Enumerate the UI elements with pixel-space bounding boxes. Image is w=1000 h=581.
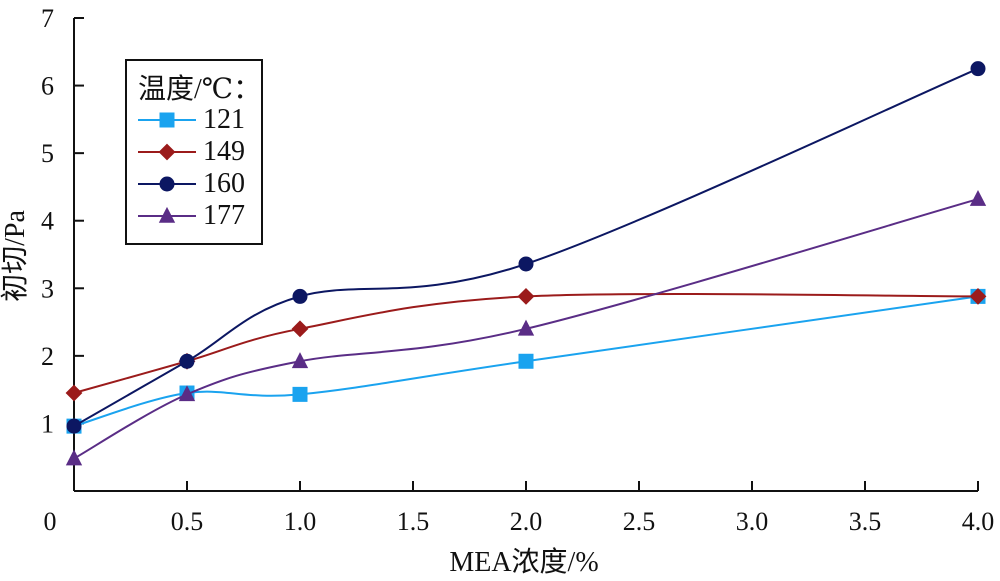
legend-177-label: 177 <box>203 200 245 231</box>
series-149-line <box>73 292 979 394</box>
legend-121-label: 121 <box>203 104 245 135</box>
x-tick-label: 2.5 <box>623 507 656 536</box>
series-177-point <box>969 189 987 206</box>
y-tick-label: 5 <box>41 139 54 168</box>
legend-160-marker <box>159 176 175 192</box>
series-160-point <box>518 256 534 272</box>
axes-layer: 1 2 3 4 5 6 7 0 0.5 1.0 1.5 2.0 2.5 3.0 3.5 4.0 <box>41 4 994 536</box>
series-177-point <box>291 352 309 369</box>
series-149-point <box>65 384 83 402</box>
x-tick-label: 3.0 <box>736 507 769 536</box>
x-tick-label: 0.5 <box>171 507 204 536</box>
x-tick-label: 3.5 <box>849 507 882 536</box>
y-tick-label: 2 <box>41 342 54 371</box>
legend-title: 温度/℃： <box>138 73 261 105</box>
series-121-point <box>292 386 308 402</box>
y-tick-label: 3 <box>41 274 54 303</box>
x-tick-label: 1.0 <box>284 507 317 536</box>
series-160-point <box>66 418 82 434</box>
y-tick-label: 4 <box>41 207 54 236</box>
x-tick-label: 0 <box>44 507 57 536</box>
series-160-line <box>73 67 979 427</box>
legend-149-label: 149 <box>203 136 245 167</box>
series-149-point <box>291 320 309 338</box>
legend-177-marker <box>158 206 176 223</box>
series-160-point <box>179 353 195 369</box>
series-layer <box>65 61 987 466</box>
x-tick-label: 1.5 <box>397 507 430 536</box>
x-tick-label: 4.0 <box>962 507 995 536</box>
series-177-line <box>73 198 979 460</box>
x-tick-label: 2.0 <box>510 507 543 536</box>
series-160-point <box>970 61 986 77</box>
series-177-point <box>178 385 196 402</box>
series-149-point <box>517 287 535 305</box>
series-121-point <box>518 353 534 369</box>
legend-121-marker <box>159 112 175 128</box>
y-tick-label: 6 <box>41 72 54 101</box>
y-axis-title: 初切/Pa <box>0 210 31 302</box>
legend-160-label: 160 <box>203 168 245 199</box>
series-149-point <box>969 287 987 305</box>
series-177-point <box>517 319 535 336</box>
y-tick-label: 1 <box>41 409 54 438</box>
series-160-point <box>292 288 308 304</box>
series-177-point <box>65 449 83 466</box>
legend-149-marker <box>158 143 176 161</box>
x-axis-title: MEA浓度/% <box>449 546 598 578</box>
y-tick-label: 7 <box>41 4 54 33</box>
